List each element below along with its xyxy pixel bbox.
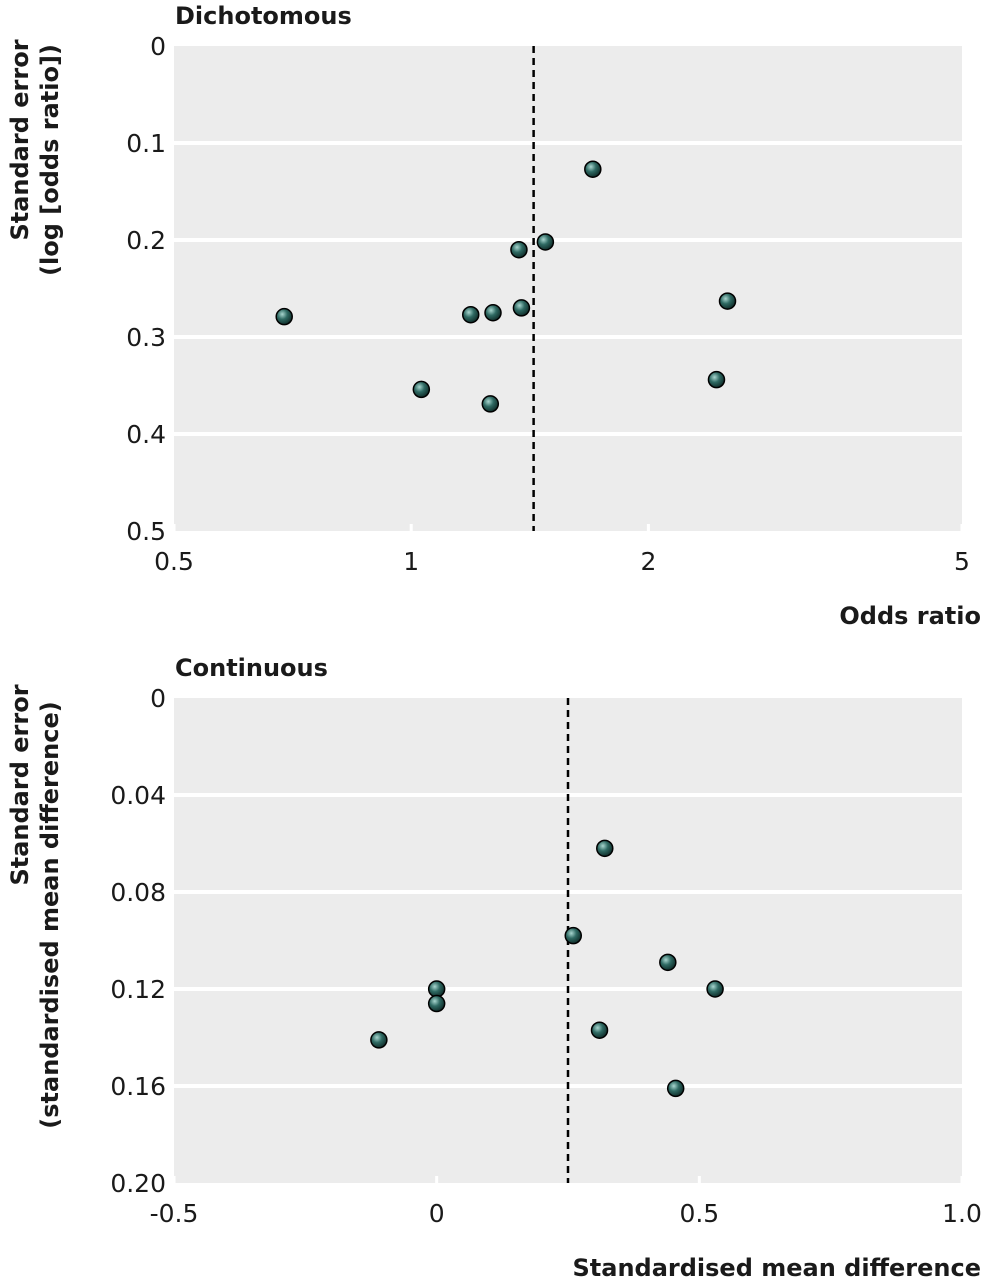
x-axis-label: Odds ratio [839,602,981,630]
x-tick-label: 0.5 [154,547,194,576]
data-point [275,307,293,326]
y-axis-label: Standard error (standardised mean differ… [6,684,64,1128]
x-tick-label: 1 [403,547,419,576]
chart-title: Dichotomous [175,2,352,30]
data-point [666,1079,685,1098]
data-point [370,1031,388,1049]
data-point [584,160,602,178]
x-axis-label: Standardised mean difference [572,1254,981,1280]
plot-area: 0 0.04 0.08 0.12 0.16 0.20-0.5 0 0.5 1.0 [110,684,982,1228]
plot-area: 0 0.1 0.2 0.3 0.4 0.50.5 1 2 5 [126,32,970,576]
data-point [706,980,724,998]
y-tick-label: 0.04 [110,781,166,810]
y-axis-label-line-1: Standard error [6,39,34,240]
y-tick-label: 0.12 [110,975,166,1004]
y-axis-label-line-2: (standardised mean difference) [36,701,64,1128]
x-tick-label: -0.5 [150,1199,199,1228]
x-tick-label: 5 [954,547,970,576]
x-tick-label: 2 [640,547,656,576]
data-point [596,839,614,858]
y-tick-label: 0.4 [126,420,166,449]
y-axis-label: Standard error (log [odds ratio]) [6,39,64,276]
data-point [427,980,446,998]
y-tick-label: 0 [150,684,166,713]
data-point [510,240,528,259]
data-point [484,304,502,322]
data-point [461,305,480,324]
data-point [481,395,500,413]
plot-background [174,46,962,531]
dichotomous-panel: 0 0.1 0.2 0.3 0.4 0.50.5 1 2 5 Dichotomous Stand… [6,2,981,630]
continuous-panel: 0 0.04 0.08 0.12 0.16 0.20-0.5 0 0.5 1.0 Continu… [6,654,982,1282]
y-tick-label: 0.3 [126,323,166,352]
x-tick-label: 1.0 [942,1199,982,1228]
data-point [512,299,531,317]
data-point [659,953,677,972]
y-axis-label-line-2: (log [odds ratio]) [36,44,64,276]
y-tick-label: 0 [150,32,166,61]
chart-title: Continuous [175,654,328,682]
data-point [564,926,583,945]
x-tick-label: 0.5 [679,1199,719,1228]
data-point [718,292,737,310]
y-tick-label: 0.16 [110,1072,166,1101]
y-tick-label: 0.08 [110,878,166,907]
y-tick-label: 0.20 [110,1169,166,1198]
data-point [590,1021,609,1039]
y-tick-label: 0.5 [126,517,166,546]
data-point [412,380,431,399]
x-tick-label: 0 [429,1199,445,1228]
data-point [536,233,555,251]
y-tick-label: 0.1 [126,129,166,158]
data-point [707,370,726,389]
data-point [427,994,446,1013]
y-axis-label-line-1: Standard error [6,684,34,885]
y-tick-label: 0.2 [126,226,166,255]
